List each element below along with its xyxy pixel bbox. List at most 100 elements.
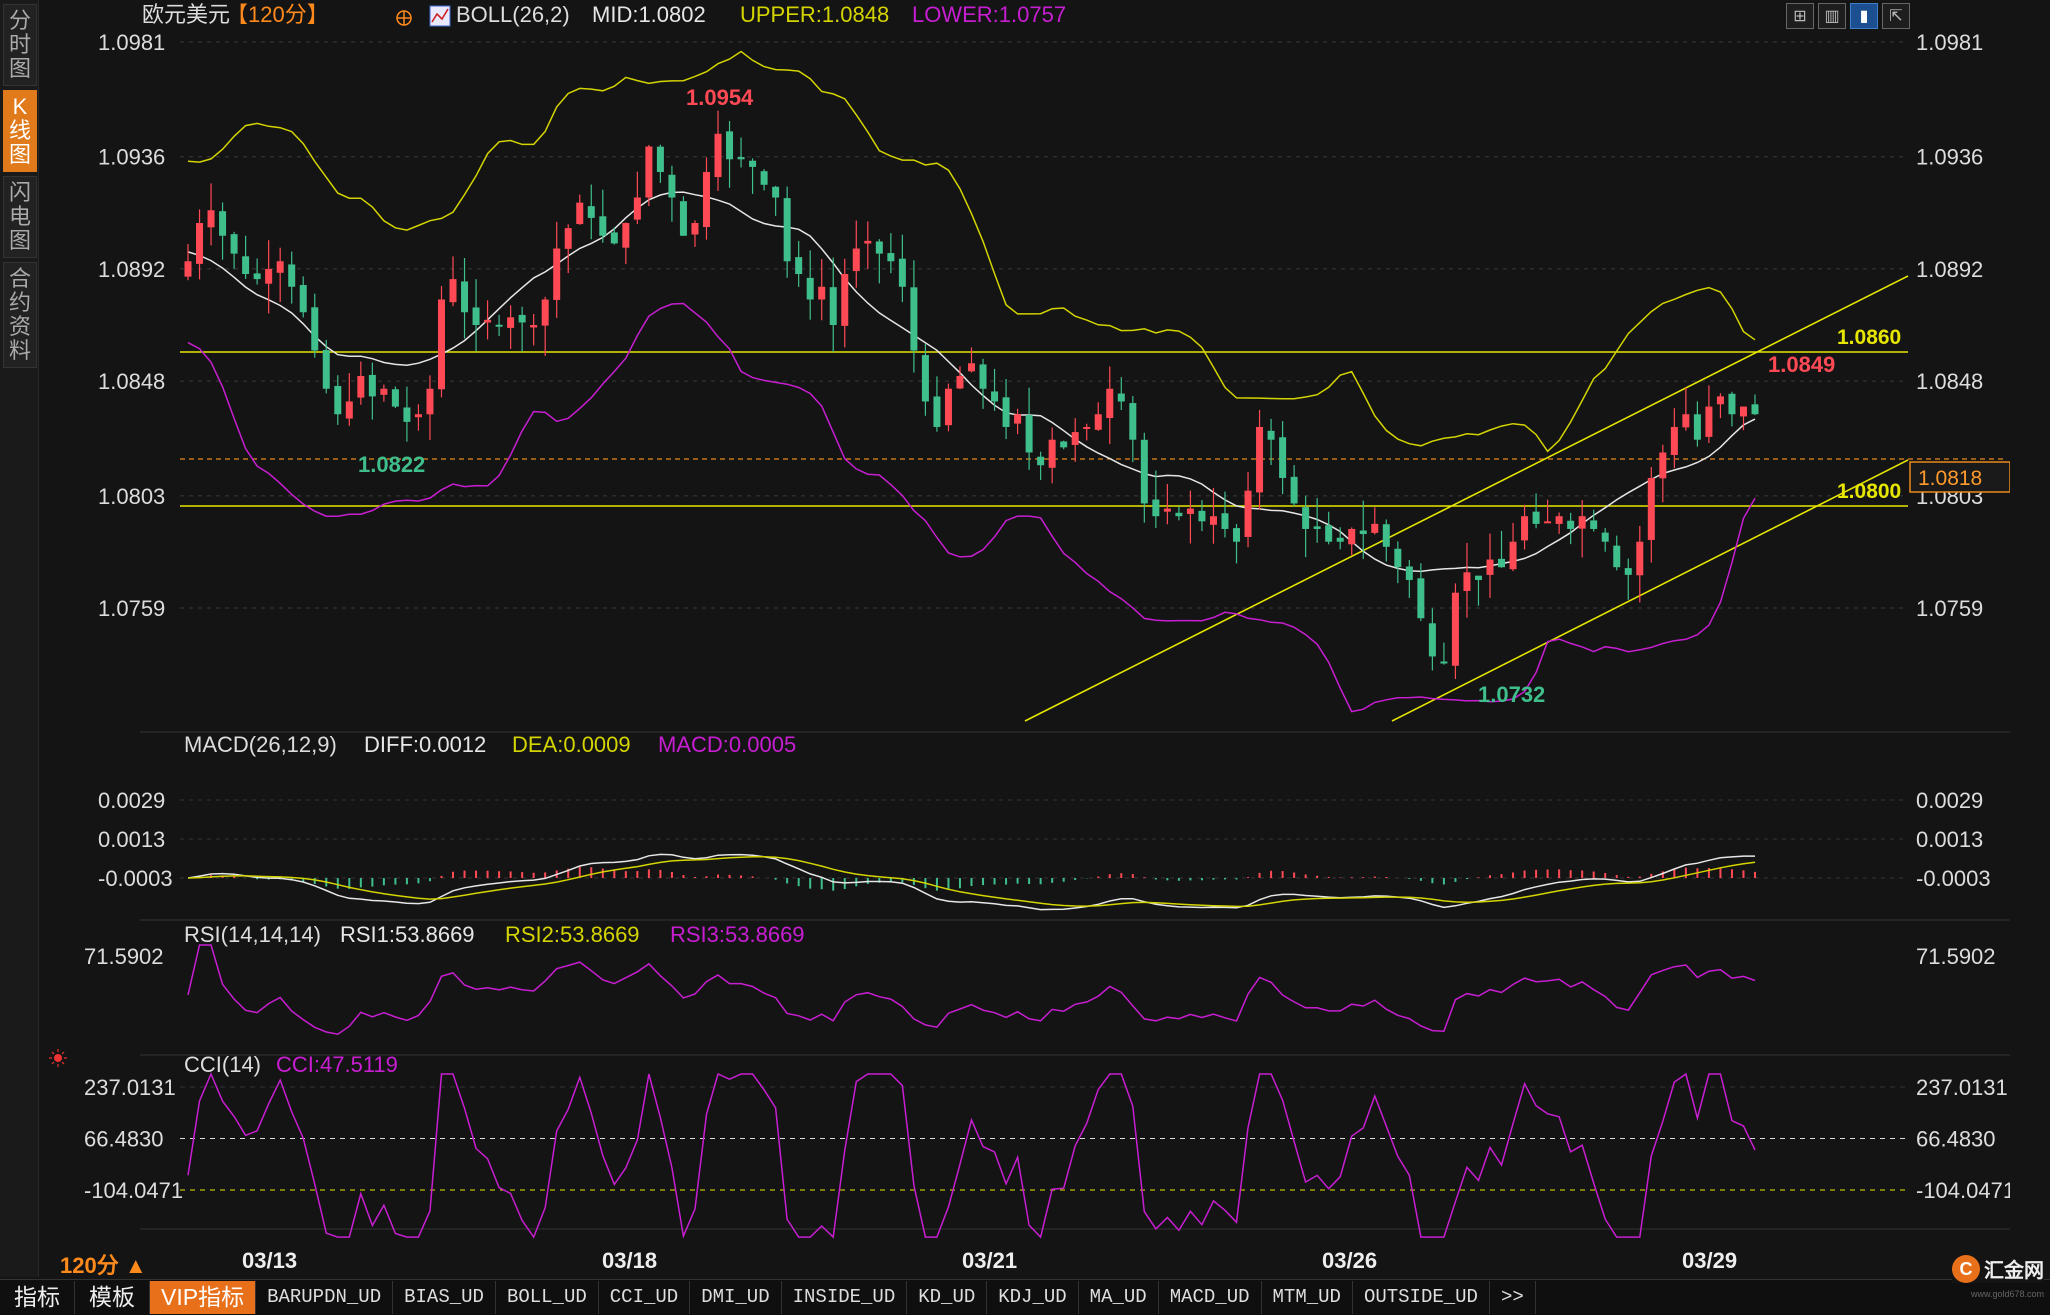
candle-body — [1106, 388, 1114, 419]
candle-body — [1325, 525, 1333, 542]
indicator-tab-bias-ud[interactable]: BIAS_UD — [393, 1281, 496, 1314]
candle-body — [1290, 476, 1298, 504]
candle-body — [449, 279, 457, 303]
candlesticks[interactable] — [184, 110, 1759, 679]
candle-body — [288, 264, 296, 287]
price-axis-left: 1.0981 1.0936 1.0892 1.0848 1.0803 1.0759 — [98, 30, 165, 621]
candle-body — [795, 257, 803, 275]
candle-body — [1578, 516, 1586, 529]
candle-body — [1348, 528, 1356, 545]
grid-icon[interactable]: ⊞ — [1786, 3, 1814, 29]
logo-text: 汇金网 — [1984, 1260, 2044, 1282]
candle-body — [1636, 541, 1644, 576]
indicator-chart-icon[interactable] — [429, 5, 451, 27]
candle-body — [322, 350, 330, 389]
candle-body — [1198, 510, 1206, 522]
cci-tick-left: 237.0131 — [84, 1075, 176, 1100]
indicator-tab-mtm-ud[interactable]: MTM_UD — [1262, 1281, 1353, 1314]
candle-mode-icon[interactable]: ▮ — [1850, 3, 1878, 29]
candle-body — [1739, 406, 1747, 417]
macd-tick-right: -0.0003 — [1916, 866, 1991, 891]
cci-tick-right: 237.0131 — [1916, 1075, 2008, 1100]
macd-dea-line — [187, 856, 1756, 908]
indicator-tab-templates[interactable]: 模板 — [75, 1281, 150, 1314]
candle-body — [1244, 490, 1252, 538]
more-tabs-button[interactable]: >> — [1490, 1281, 1536, 1314]
price-tick-right: 1.0936 — [1916, 145, 1983, 170]
indicator-tab-inside-ud[interactable]: INSIDE_UD — [782, 1281, 908, 1314]
chart-area[interactable]: 欧元美元 【120分】 BOLL(26,2) MID:1.0802 UPPER:… — [40, 0, 2010, 1276]
indicator-tab-boll-ud[interactable]: BOLL_UD — [496, 1281, 599, 1314]
channel-lower-trendline[interactable] — [1391, 459, 1909, 722]
candle-body — [414, 414, 422, 418]
boll-upper-value: UPPER:1.0848 — [740, 2, 889, 27]
candle-body — [1152, 499, 1160, 517]
cci-tick-left: 66.4830 — [84, 1127, 164, 1152]
candle-body — [495, 324, 503, 327]
indicator-tab-ma-ud[interactable]: MA_UD — [1079, 1281, 1159, 1314]
tab-contract-info[interactable]: 合约资料 — [3, 262, 37, 368]
right-low-price-label: 1.0732 — [1478, 682, 1545, 707]
candle-body — [1532, 511, 1540, 524]
price-tick-left: 1.0981 — [98, 30, 165, 55]
boll-mid-value: MID:1.0802 — [592, 2, 706, 27]
tab-flash[interactable]: 闪电图 — [3, 176, 37, 258]
candle-body — [230, 234, 238, 254]
candle-body — [1451, 592, 1459, 666]
price-tick-right: 1.0759 — [1916, 596, 1983, 621]
indicator-tab-outside-ud[interactable]: OUTSIDE_UD — [1353, 1281, 1490, 1314]
candle-body — [1555, 516, 1563, 524]
candle-body — [1417, 578, 1425, 619]
candle-body — [184, 261, 192, 277]
macd-dea-value: DEA:0.0009 — [512, 732, 631, 757]
indicator-tab-kdj-ud[interactable]: KDJ_UD — [987, 1281, 1079, 1314]
target-icon[interactable] — [396, 10, 412, 26]
indicator-tab-macd-ud[interactable]: MACD_UD — [1159, 1281, 1262, 1314]
indicator-tab-bar: 指标 模板 VIP指标 BARUPDN_UD BIAS_UD BOLL_UD CCI_UD D… — [0, 1279, 2050, 1315]
tab-kline[interactable]: K线图 — [3, 90, 37, 172]
cci-tick-right: 66.4830 — [1916, 1127, 1996, 1152]
symbol-name: 欧元美元 — [142, 2, 230, 27]
rsi1-value: RSI1:53.8669 — [340, 922, 475, 947]
rsi2-value: RSI2:53.8669 — [505, 922, 640, 947]
candle-body — [1129, 403, 1137, 440]
period-selector[interactable]: 120分 ▲ — [60, 1248, 147, 1280]
candle-body — [1659, 452, 1667, 479]
candle-body — [1094, 414, 1102, 430]
candle-body — [1498, 558, 1506, 568]
cci-label: CCI(14) — [184, 1052, 261, 1077]
indicator-tab-dmi-ud[interactable]: DMI_UD — [690, 1281, 782, 1314]
candle-body — [921, 355, 929, 402]
candle-body — [380, 388, 388, 395]
candle-body — [242, 256, 250, 275]
price-tick-left: 1.0936 — [98, 145, 165, 170]
candle-body — [334, 385, 342, 415]
indicator-tab-barupdn-ud[interactable]: BARUPDN_UD — [256, 1281, 394, 1314]
candle-body — [1601, 532, 1609, 542]
candle-body — [587, 206, 595, 218]
boll-lower-value: LOWER:1.0757 — [912, 2, 1066, 27]
indicator-tab-vip[interactable]: VIP指标 — [150, 1281, 257, 1314]
tab-timeshare[interactable]: 分时图 — [3, 4, 37, 86]
period-selector-label: 120分 — [60, 1253, 119, 1278]
rsi-axis-right: 71.5902 — [1916, 944, 1996, 969]
candle-body — [887, 253, 895, 262]
channel-upper-trendline[interactable] — [1024, 275, 1909, 722]
bar-chart-icon[interactable]: ▥ — [1818, 3, 1846, 29]
candle-body — [299, 285, 307, 313]
indicator-tab-indicators[interactable]: 指标 — [0, 1281, 75, 1314]
indicator-tab-cci-ud[interactable]: CCI_UD — [599, 1281, 691, 1314]
candle-body — [391, 389, 399, 407]
date-tick-label: 03/26 — [1322, 1248, 1377, 1273]
macd-tick-left: -0.0003 — [98, 866, 173, 891]
candle-body — [426, 388, 434, 415]
candle-body — [1163, 508, 1171, 512]
candle-body — [1394, 548, 1402, 568]
candle-body — [1267, 430, 1275, 440]
rsi-label: RSI(14,14,14) — [184, 922, 321, 947]
settings-sun-icon[interactable] — [49, 1049, 67, 1067]
caret-up-icon: ▲ — [124, 1253, 147, 1278]
candle-body — [1221, 513, 1229, 529]
indicator-tab-kd-ud[interactable]: KD_UD — [907, 1281, 988, 1314]
fullscreen-icon[interactable]: ⇱ — [1882, 3, 1910, 29]
